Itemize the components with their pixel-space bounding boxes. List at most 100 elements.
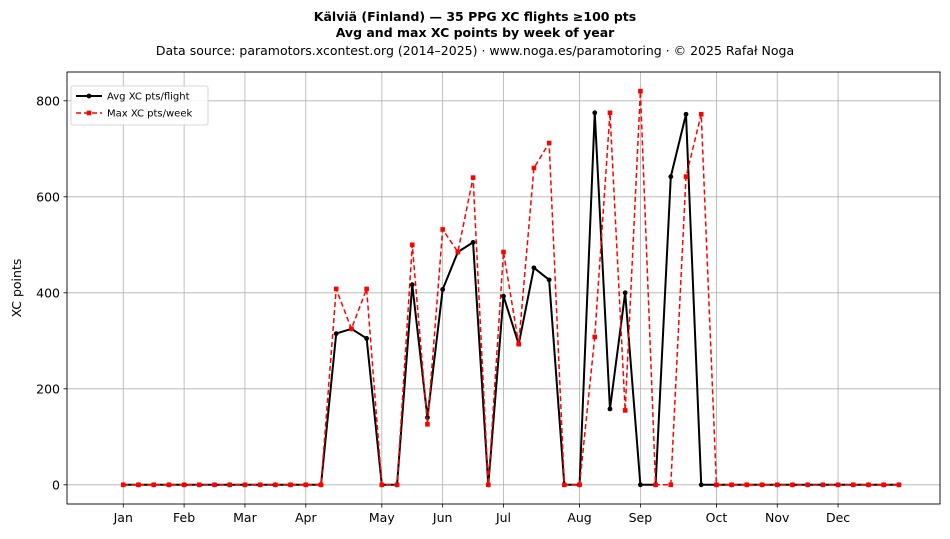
- data-point-max: [455, 249, 461, 255]
- data-point-avg: [470, 240, 476, 245]
- data-point-max: [425, 422, 430, 427]
- data-point-max: [835, 482, 841, 488]
- data-point-avg: [592, 110, 598, 116]
- data-point-max: [333, 286, 339, 292]
- series-line-max: [123, 90, 899, 486]
- data-point-max: [227, 482, 233, 488]
- legend-label-max: Max XC pts/week: [107, 109, 192, 120]
- data-point-max: [303, 482, 309, 488]
- chart-subtitle: Avg and max XC points by week of year: [336, 25, 615, 40]
- data-point-avg: [531, 265, 537, 271]
- data-point-max: [607, 110, 613, 116]
- data-point-max: [729, 482, 734, 488]
- x-tick-label: Oct: [706, 510, 728, 525]
- data-point-max: [181, 482, 187, 488]
- y-tick-label: 600: [36, 189, 60, 204]
- data-point-max: [668, 482, 674, 488]
- data-point-max: [638, 88, 643, 94]
- data-point-avg: [546, 277, 552, 283]
- data-point-max: [820, 482, 826, 488]
- data-point-avg: [698, 482, 704, 488]
- x-tick-label: Mar: [233, 510, 257, 525]
- data-point-max: [288, 482, 293, 488]
- data-point-max: [866, 482, 871, 488]
- x-axis: Jan Feb Mar Apr May Jun Jul Aug Sep Oct Nov Dec: [113, 504, 850, 525]
- data-point-max: [896, 482, 902, 488]
- x-tick-label: Dec: [826, 510, 850, 525]
- data-point-max: [790, 482, 795, 488]
- data-point-avg: [440, 287, 446, 292]
- grid: [67, 72, 940, 504]
- data-point-avg: [622, 290, 628, 296]
- data-point-max: [379, 482, 385, 488]
- data-point-max: [805, 482, 810, 488]
- data-point-max: [440, 227, 445, 232]
- data-point-max: [851, 482, 856, 488]
- data-point-avg: [409, 282, 415, 288]
- x-tick-label: Jul: [495, 510, 511, 525]
- data-point-max: [759, 482, 765, 488]
- data-point-max: [577, 482, 582, 488]
- data-point-max: [485, 482, 491, 488]
- data-point-max: [592, 334, 598, 340]
- data-point-max: [166, 482, 172, 488]
- y-tick-label: 800: [36, 93, 60, 108]
- data-point-avg: [637, 482, 643, 488]
- data-point-avg: [668, 174, 674, 180]
- data-point-max: [257, 482, 263, 488]
- data-point-max: [409, 242, 415, 248]
- data-point-max: [349, 326, 354, 332]
- data-point-max: [273, 482, 278, 488]
- data-point-max: [501, 249, 506, 255]
- data-point-max: [120, 482, 126, 488]
- y-axis-label: XC points: [9, 259, 24, 318]
- data-point-max: [531, 165, 537, 171]
- data-point-max: [318, 482, 324, 488]
- legend: Avg XC pts/flight Max XC pts/week: [70, 85, 209, 126]
- y-tick-label: 0: [52, 477, 60, 492]
- data-point-max: [470, 175, 476, 180]
- y-tick-label: 400: [36, 285, 60, 300]
- data-point-max: [394, 482, 400, 488]
- chart-source-line: Data source: paramotors.xcontest.org (20…: [156, 43, 794, 58]
- data-point-max: [881, 482, 887, 488]
- data-point-avg: [364, 336, 370, 341]
- data-point-avg: [607, 406, 613, 412]
- y-tick-label: 200: [36, 381, 60, 396]
- data-point-max: [364, 286, 369, 292]
- data-point-max: [197, 482, 202, 488]
- data-point-max: [562, 482, 567, 488]
- data-point-max: [774, 482, 780, 488]
- data-point-max: [714, 482, 719, 488]
- data-point-max: [622, 408, 628, 413]
- data-point-max: [516, 341, 522, 347]
- data-point-avg: [683, 111, 689, 117]
- series: [120, 88, 902, 488]
- x-tick-label: May: [369, 510, 395, 525]
- legend-marker-max: [86, 110, 92, 116]
- x-tick-label: Aug: [567, 510, 591, 525]
- y-axis: 0 200 400 600 800: [36, 93, 67, 492]
- data-point-max: [212, 482, 217, 488]
- x-tick-label: Sep: [629, 510, 653, 525]
- data-point-max: [683, 174, 689, 179]
- data-point-max: [151, 482, 156, 488]
- chart-title: Kälviä (Finland) — 35 PPG XC flights ≥10…: [314, 9, 636, 24]
- legend-label-avg: Avg XC pts/flight: [107, 92, 190, 103]
- data-point-max: [242, 482, 248, 488]
- x-tick-label: Nov: [765, 510, 790, 525]
- data-point-max: [698, 111, 704, 117]
- data-point-avg: [333, 331, 339, 336]
- x-tick-label: Jan: [113, 510, 133, 525]
- data-point-max: [546, 140, 552, 146]
- data-point-max: [653, 482, 658, 488]
- data-point-avg: [501, 293, 506, 299]
- legend-box: [70, 85, 209, 126]
- data-point-max: [136, 482, 141, 488]
- legend-marker-avg: [86, 93, 92, 99]
- series-line-avg: [123, 111, 899, 486]
- x-tick-label: Apr: [295, 510, 317, 525]
- x-tick-label: Jun: [432, 510, 453, 525]
- data-point-max: [744, 482, 750, 488]
